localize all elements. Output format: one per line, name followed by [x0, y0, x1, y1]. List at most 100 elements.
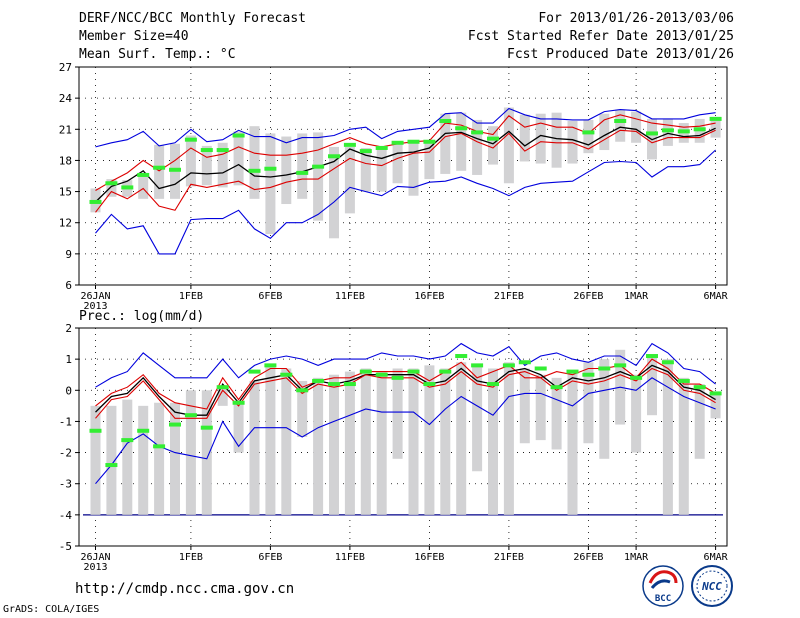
- x-tick-label: 21FEB: [494, 291, 524, 302]
- precip-panel-title: Prec.: log(mm/d): [79, 309, 205, 324]
- x-tick-label: 1FEB: [179, 291, 203, 302]
- spread-bar: [503, 107, 514, 184]
- x-tick-label: 1FEB: [179, 552, 203, 563]
- spread-bar: [297, 133, 308, 199]
- spread-bar: [233, 131, 244, 186]
- observed-marker: [153, 165, 166, 170]
- observed-marker: [137, 172, 150, 177]
- spread-bar: [344, 146, 355, 214]
- spread-bar: [138, 405, 149, 515]
- observed-marker: [423, 139, 436, 144]
- observed-marker: [296, 170, 309, 175]
- max-line: [95, 107, 716, 148]
- spread-bar: [440, 113, 451, 174]
- spread-bar: [392, 368, 403, 459]
- year-label: 2013: [83, 562, 107, 573]
- spread-bar: [249, 380, 260, 515]
- observed-marker: [121, 185, 134, 190]
- spread-bar: [615, 109, 626, 142]
- spread-bar: [360, 147, 371, 192]
- spread-bar: [201, 390, 212, 515]
- x-tick-label: 26JAN: [80, 291, 110, 302]
- observed-marker: [423, 382, 436, 387]
- spread-bar: [631, 111, 642, 143]
- spread-bar: [583, 362, 594, 444]
- x-tick-label: 11FEB: [335, 552, 365, 563]
- observed-marker: [391, 140, 404, 145]
- variable-label: Mean Surf. Temp.: °C: [79, 47, 236, 62]
- source-url[interactable]: http://cmdp.ncc.cma.gov.cn: [75, 581, 295, 597]
- spread-bar: [90, 405, 101, 515]
- spread-bar: [535, 113, 546, 164]
- spread-bar: [583, 119, 594, 154]
- observed-marker: [487, 382, 499, 387]
- spread-bar: [710, 116, 721, 138]
- bcc-logo-text: BCC: [655, 594, 671, 604]
- x-tick-label: 26FEB: [573, 552, 603, 563]
- observed-marker: [359, 369, 372, 374]
- lower-line: [95, 129, 716, 213]
- spread-bar: [249, 126, 260, 199]
- observed-marker: [343, 142, 356, 147]
- y-tick-label: 24: [59, 92, 73, 105]
- spread-bar: [122, 399, 133, 515]
- observed-marker: [169, 167, 181, 172]
- spread-bar: [631, 374, 642, 453]
- spread-bar: [106, 405, 117, 515]
- observed-marker: [566, 369, 579, 374]
- spread-bar: [106, 179, 117, 197]
- spread-bar: [440, 368, 451, 515]
- observed-marker: [439, 369, 452, 374]
- min-line: [95, 149, 716, 255]
- observed-marker: [312, 378, 325, 383]
- observed-marker: [646, 131, 658, 136]
- observed-marker: [105, 181, 118, 186]
- observed-marker: [693, 385, 706, 390]
- spread-bar: [376, 145, 387, 192]
- observed-marker: [375, 145, 388, 150]
- observed-marker: [200, 148, 213, 153]
- observed-marker: [343, 382, 356, 387]
- observed-marker: [550, 385, 563, 390]
- observed-marker: [614, 118, 627, 123]
- spread-bar: [265, 133, 276, 235]
- observed-marker: [232, 400, 245, 405]
- spread-bar: [535, 374, 546, 441]
- spread-bar: [360, 368, 371, 515]
- observed-marker: [709, 116, 722, 121]
- x-tick-label: 11FEB: [335, 291, 365, 302]
- observed-marker: [582, 130, 595, 135]
- observed-marker: [487, 136, 499, 141]
- observed-marker: [169, 422, 181, 427]
- y-tick-label: 15: [59, 186, 72, 199]
- observed-marker: [407, 139, 420, 144]
- spread-bar: [710, 393, 721, 419]
- observed-marker: [391, 375, 404, 380]
- mean-line: [95, 126, 716, 203]
- spread-bar: [217, 142, 228, 188]
- spread-bar: [472, 119, 483, 175]
- max-line: [95, 342, 716, 388]
- observed-marker: [232, 133, 245, 138]
- spread-bar: [488, 368, 498, 515]
- observed-marker: [216, 385, 229, 390]
- upper-line: [95, 114, 716, 191]
- x-tick-label: 6FEB: [258, 552, 282, 563]
- observed-marker: [184, 137, 197, 142]
- observed-marker: [216, 148, 229, 153]
- observed-marker: [375, 372, 388, 377]
- observed-marker: [248, 168, 261, 173]
- spread-bar: [519, 114, 530, 162]
- observed-marker: [661, 128, 674, 133]
- y-tick-label: -4: [59, 509, 73, 522]
- observed-marker: [264, 166, 277, 171]
- grads-credit: GrADS: COLA/IGES: [3, 604, 100, 615]
- spread-bar: [408, 368, 419, 515]
- y-tick-label: 18: [59, 154, 72, 167]
- bcc-logo: BCC: [642, 565, 684, 607]
- ncc-logo-text: NCC: [701, 580, 722, 593]
- fcst-started-date: Fcst Started Refer Date 2013/01/25: [467, 29, 734, 44]
- ncc-logo: NCC: [691, 565, 733, 607]
- observed-marker: [677, 378, 690, 383]
- observed-marker: [439, 118, 452, 123]
